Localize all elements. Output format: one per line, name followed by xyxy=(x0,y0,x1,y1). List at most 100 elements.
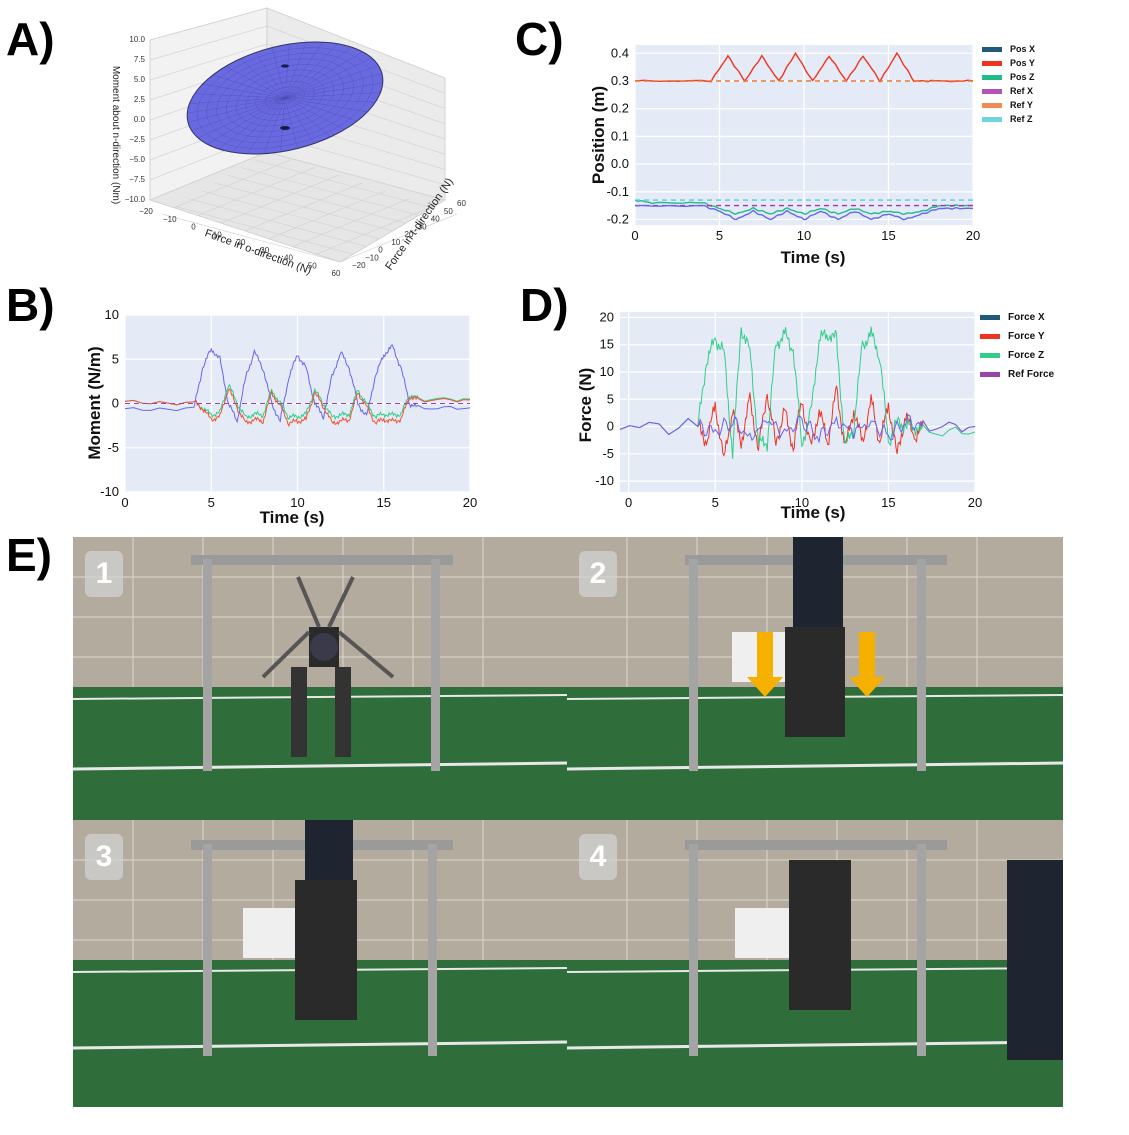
scene-illustration xyxy=(567,537,1063,820)
photo-4: 4 xyxy=(567,820,1063,1107)
legend-label: Ref Z xyxy=(1010,114,1033,124)
z-tick-label: −2.5 xyxy=(129,135,145,144)
x-tick-label: 10 xyxy=(213,230,222,239)
series-line xyxy=(634,199,974,216)
y-tick-label: 40 xyxy=(431,215,440,224)
panel-label-b: B) xyxy=(6,279,55,331)
x-tick-label: 20 xyxy=(463,495,477,510)
y-tick-label: 0.2 xyxy=(611,101,629,116)
axis-label-y: Force (N) xyxy=(576,368,595,443)
chart-b-moment: 0 5 10 15 20 10 5 0 -5 -10 Time (s) Moment (N/m) xyxy=(85,307,477,527)
legend-label: Ref X xyxy=(1010,86,1033,96)
legend-label: Pos Y xyxy=(1010,58,1035,68)
axis-label-y: Position (m) xyxy=(589,86,608,184)
series-line xyxy=(124,344,471,424)
legend-label: Pos Z xyxy=(1010,72,1035,82)
axis-label-x: Time (s) xyxy=(781,503,846,522)
y-tick-label: 60 xyxy=(457,199,466,208)
series-line xyxy=(124,388,471,428)
z-tick-label: −10.0 xyxy=(125,195,146,204)
z-tick-label: 10.0 xyxy=(129,35,145,44)
scene-illustration xyxy=(567,820,1063,1107)
y-tick-label: 5 xyxy=(607,391,614,406)
legend-label: Ref Y xyxy=(1010,100,1033,110)
y-tick-label: −10 xyxy=(365,253,379,262)
y-tick-label: 0.1 xyxy=(611,128,629,143)
axis-label-x: Time (s) xyxy=(781,248,846,267)
series-line xyxy=(634,51,974,84)
z-tick-label: 7.5 xyxy=(134,55,146,64)
y-tick-label: 0 xyxy=(378,246,383,255)
chart-a-3d-plot: −10.0−7.5−5.0−2.50.02.55.07.510.0 −20−10… xyxy=(110,7,466,278)
x-tick-label: 15 xyxy=(377,495,391,510)
arrow-down-icon xyxy=(849,632,885,697)
y-tick-label: 0.0 xyxy=(611,156,629,171)
legend-label: Pos X xyxy=(1010,44,1035,54)
axis-label-x: Time (s) xyxy=(260,508,325,527)
x-tick-label: 15 xyxy=(881,495,895,510)
x-tick-label: 20 xyxy=(237,238,246,247)
x-tick-label: 5 xyxy=(712,495,719,510)
z-tick-label: 5.0 xyxy=(134,75,146,84)
legend-swatch xyxy=(982,103,1002,108)
legend-swatch xyxy=(982,75,1002,80)
x-tick-label: −20 xyxy=(139,207,153,216)
legend-swatch xyxy=(982,117,1002,122)
panel-label-c: C) xyxy=(515,13,564,65)
photo-number-badge: 4 xyxy=(579,834,617,880)
photo-grid: 1 2 xyxy=(73,537,1063,1107)
x-tick-label: 15 xyxy=(881,228,895,243)
x-tick-label: 30 xyxy=(260,246,269,255)
photo-number-badge: 1 xyxy=(85,551,123,597)
surface-pole-top xyxy=(281,64,289,68)
x-tick-label: 40 xyxy=(284,254,293,263)
legend-label: Force Y xyxy=(1008,331,1045,342)
y-tick-label: −20 xyxy=(352,261,366,270)
x-tick-label: 10 xyxy=(797,228,811,243)
legend-swatch xyxy=(980,334,1000,339)
chart-c-position: 0 5 10 15 20 0.4 0.3 0.2 0.1 0.0 -0.1 -0.2 Time (s… xyxy=(589,44,1035,267)
x-tick-label: 5 xyxy=(208,495,215,510)
y-tick-label: 30 xyxy=(418,222,427,231)
series-line xyxy=(124,384,471,421)
axis-label-z: Moment about n-direction (Nm) xyxy=(110,66,121,204)
y-tick-label: -0.2 xyxy=(607,211,629,226)
surface-pole-bottom xyxy=(280,126,290,130)
y-tick-label: 50 xyxy=(444,207,453,216)
z-tick-label: 0.0 xyxy=(134,115,146,124)
legend-swatch xyxy=(982,47,1002,52)
x-tick-label: 20 xyxy=(968,495,982,510)
legend-swatch xyxy=(982,61,1002,66)
x-tick-label: 0 xyxy=(121,495,128,510)
y-tick-label: 10 xyxy=(600,364,614,379)
x-tick-label: 0 xyxy=(191,223,196,232)
y-tick-label: -5 xyxy=(602,446,614,461)
y-tick-label: 10 xyxy=(105,307,119,322)
y-tick-label: 20 xyxy=(405,230,414,239)
x-tick-label: 60 xyxy=(332,269,341,278)
x-tick-label: 0 xyxy=(625,495,632,510)
legend-label: Force Z xyxy=(1008,350,1044,361)
axis-label-y: Moment (N/m) xyxy=(85,346,104,459)
photo-1: 1 xyxy=(73,537,567,820)
y-tick-label: -10 xyxy=(595,473,614,488)
panel-label-e: E) xyxy=(6,529,52,581)
x-tick-label: 10 xyxy=(290,495,304,510)
x-tick-label: 50 xyxy=(308,261,317,270)
legend-swatch xyxy=(980,353,1000,358)
x-tick-label: 10 xyxy=(795,495,809,510)
y-tick-label: 0 xyxy=(112,396,119,411)
y-tick-label: 0.3 xyxy=(611,73,629,88)
y-tick-label: -5 xyxy=(107,440,119,455)
y-tick-label: -10 xyxy=(100,484,119,499)
photo-2: 2 xyxy=(567,537,1063,820)
legend-swatch xyxy=(980,372,1000,377)
y-tick-label: 20 xyxy=(600,309,614,324)
y-tick-label: 0.4 xyxy=(611,45,629,60)
chart-d-force: 0 5 10 15 20 20 15 10 5 0 -5 -10 Time (s) Force (N… xyxy=(576,309,1055,522)
x-tick-label: 5 xyxy=(716,228,723,243)
y-tick-label: -0.1 xyxy=(607,184,629,199)
arrow-down-icon xyxy=(747,632,783,697)
panel-label-d: D) xyxy=(520,279,569,331)
x-tick-label: 20 xyxy=(966,228,980,243)
